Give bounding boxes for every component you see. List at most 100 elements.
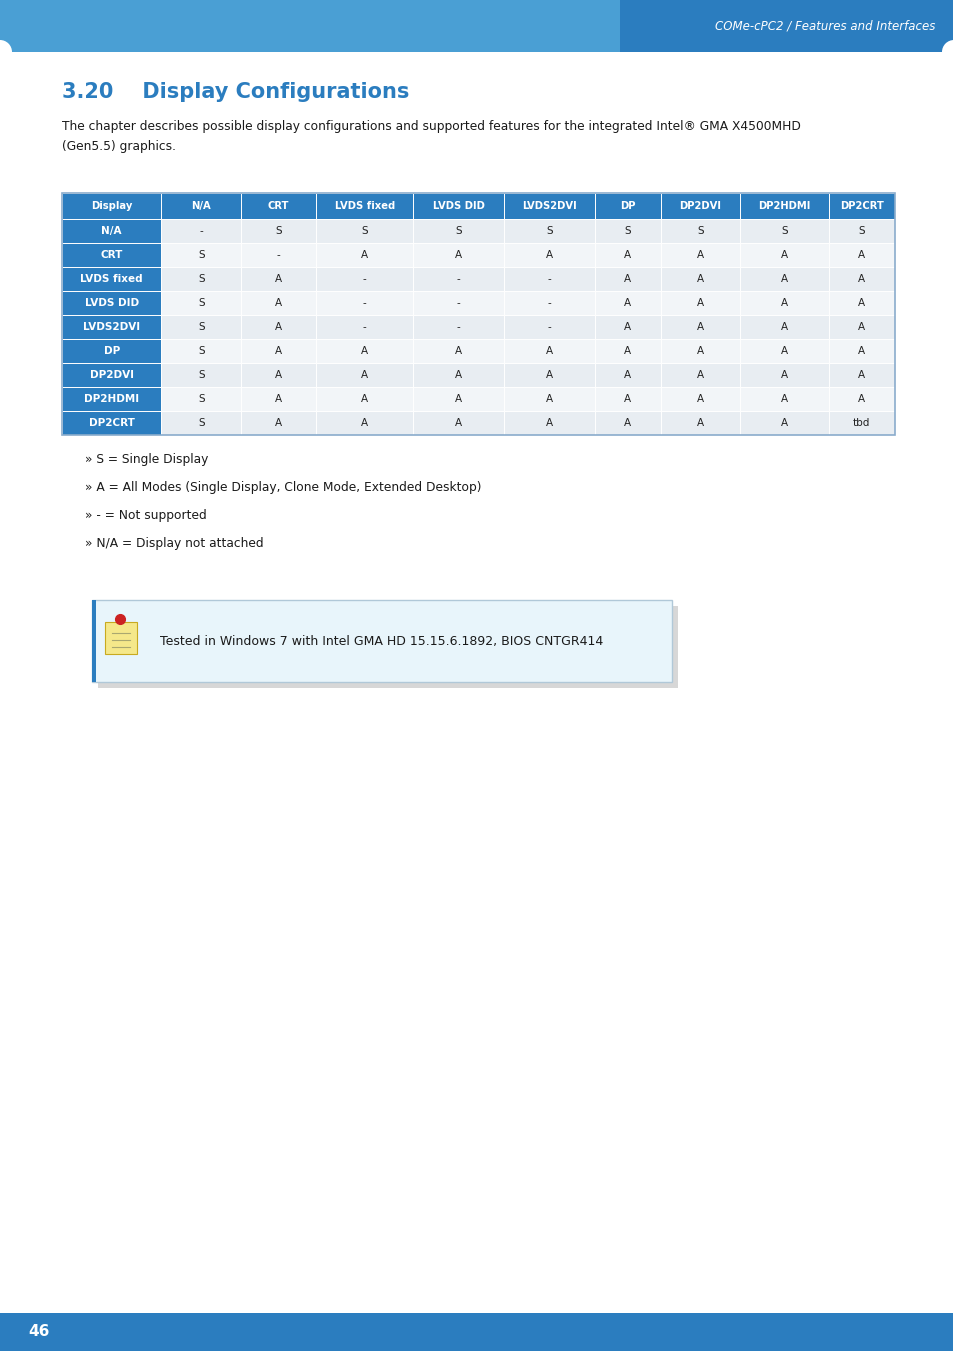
Text: The chapter describes possible display configurations and supported features for: The chapter describes possible display c… [62, 120, 800, 132]
Bar [413, 339, 503, 363]
Bar [241, 411, 315, 435]
Text: A: A [545, 370, 552, 380]
Bar [62, 219, 161, 243]
Bar [660, 339, 740, 363]
Bar [161, 219, 241, 243]
Bar [503, 290, 594, 315]
Text: A: A [623, 370, 631, 380]
Text: S: S [361, 226, 368, 236]
Bar [660, 219, 740, 243]
Text: A: A [623, 417, 631, 428]
Text: S: S [697, 226, 703, 236]
Text: S: S [197, 322, 204, 332]
Bar [161, 315, 241, 339]
Text: S: S [274, 226, 281, 236]
Bar [660, 243, 740, 267]
Text: N/A: N/A [101, 226, 122, 236]
Bar [315, 363, 413, 386]
Text: S: S [623, 226, 630, 236]
Bar [594, 243, 660, 267]
Text: A: A [781, 250, 787, 259]
Bar [161, 243, 241, 267]
Text: A: A [455, 370, 461, 380]
Bar [503, 363, 594, 386]
Bar [91, 600, 96, 682]
Bar [828, 339, 894, 363]
Bar [503, 315, 594, 339]
Text: A: A [361, 346, 368, 357]
Text: A: A [858, 346, 864, 357]
Bar [828, 243, 894, 267]
Text: A: A [697, 299, 703, 308]
Text: A: A [858, 274, 864, 284]
Text: A: A [545, 394, 552, 404]
Text: » S = Single Display: » S = Single Display [85, 453, 208, 466]
Bar [161, 193, 241, 219]
Text: N/A: N/A [192, 201, 211, 211]
Bar [828, 193, 894, 219]
Text: DP2DVI: DP2DVI [90, 370, 133, 380]
Text: DP2CRT: DP2CRT [89, 417, 134, 428]
Text: CRT: CRT [100, 250, 123, 259]
Bar [740, 193, 828, 219]
Text: A: A [455, 417, 461, 428]
Text: A: A [781, 322, 787, 332]
Bar [660, 267, 740, 290]
Text: CRT: CRT [268, 201, 289, 211]
Bar [594, 267, 660, 290]
Text: S: S [197, 299, 204, 308]
Bar [315, 219, 413, 243]
Text: S: S [545, 226, 552, 236]
Text: DP2HDMI: DP2HDMI [758, 201, 810, 211]
Wedge shape [941, 41, 953, 51]
Bar [503, 267, 594, 290]
Wedge shape [0, 41, 12, 51]
Bar [413, 386, 503, 411]
Bar [161, 267, 241, 290]
Bar [503, 243, 594, 267]
Bar [161, 290, 241, 315]
Text: tbd: tbd [852, 417, 870, 428]
Text: A: A [623, 346, 631, 357]
Bar [660, 386, 740, 411]
Bar [241, 290, 315, 315]
Bar [241, 193, 315, 219]
Text: DP2HDMI: DP2HDMI [84, 394, 139, 404]
Text: -: - [362, 299, 366, 308]
Text: A: A [697, 346, 703, 357]
Bar [315, 243, 413, 267]
Bar [315, 411, 413, 435]
Text: S: S [781, 226, 787, 236]
Text: -: - [199, 226, 203, 236]
Text: A: A [697, 370, 703, 380]
Text: A: A [858, 370, 864, 380]
Text: S: S [197, 417, 204, 428]
Bar [594, 411, 660, 435]
Text: -: - [276, 250, 280, 259]
Bar [594, 219, 660, 243]
Bar [503, 386, 594, 411]
Bar [0, 1313, 953, 1351]
Text: S: S [197, 394, 204, 404]
Bar [62, 339, 161, 363]
Bar [315, 193, 413, 219]
Bar [413, 315, 503, 339]
Bar [62, 267, 161, 290]
Text: A: A [697, 394, 703, 404]
Bar [740, 315, 828, 339]
Bar [594, 315, 660, 339]
Bar [241, 363, 315, 386]
Bar [161, 411, 241, 435]
Text: » N/A = Display not attached: » N/A = Display not attached [85, 536, 263, 550]
Bar [828, 219, 894, 243]
Text: DP: DP [104, 346, 120, 357]
Text: A: A [781, 346, 787, 357]
Bar [62, 315, 161, 339]
Bar [828, 386, 894, 411]
FancyBboxPatch shape [105, 621, 137, 654]
Bar [315, 290, 413, 315]
Text: S: S [197, 274, 204, 284]
Text: -: - [456, 274, 460, 284]
Text: LVDS2DVI: LVDS2DVI [83, 322, 140, 332]
Bar [62, 193, 894, 435]
